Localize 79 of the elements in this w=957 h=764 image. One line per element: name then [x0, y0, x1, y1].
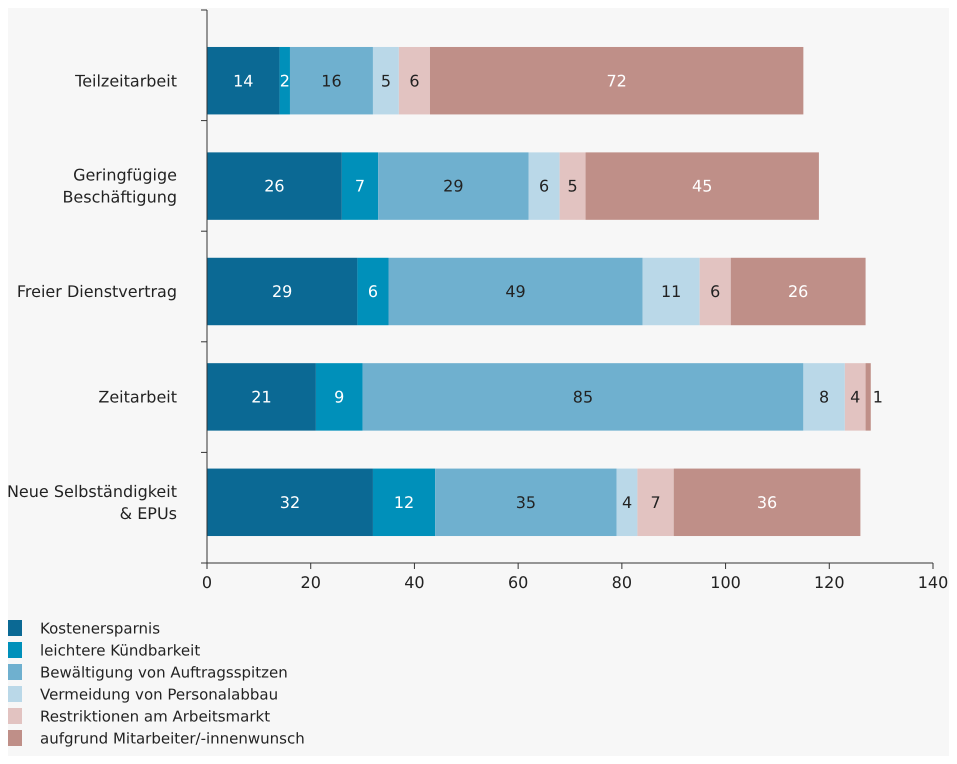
legend-label: Restriktionen am Arbeitsmarkt [40, 707, 270, 726]
data-label: 72 [606, 71, 627, 90]
bar [866, 363, 871, 431]
data-label: 35 [516, 492, 536, 512]
data-label: 29 [443, 176, 464, 196]
data-label: 45 [692, 176, 712, 196]
bar [674, 468, 860, 536]
data-label: 9 [334, 388, 344, 406]
data-label: 26 [788, 282, 808, 302]
legend-label: Vermeidung von Personalabbau [40, 685, 278, 704]
x-tick-label: 140 [918, 573, 948, 592]
bar [398, 46, 430, 114]
legend-label: leichtere Kündbarkeit [40, 641, 200, 660]
legend-label: Kostenersparnis [40, 619, 160, 638]
data-label: 6 [409, 71, 420, 90]
y-tick-label: Neue Selbständigkeit & EPUs [6, 482, 177, 523]
bar [357, 258, 388, 326]
y-tick-label: Teilzeitarbeit [74, 71, 177, 90]
data-label: 29 [272, 282, 292, 302]
data-label: 85 [572, 388, 594, 406]
bar [316, 363, 363, 431]
x-tick-label: 80 [612, 573, 632, 592]
bar [290, 46, 373, 114]
bar [700, 258, 731, 326]
bar [207, 468, 373, 536]
legend-label: Bewältigung von Auftragsspitzen [40, 663, 288, 682]
data-label: 7 [354, 176, 366, 196]
data-label: 8 [819, 388, 830, 406]
x-tick-label: 100 [710, 573, 741, 592]
data-label: 6 [538, 176, 550, 196]
bar [342, 152, 378, 220]
bar [435, 468, 617, 536]
data-label: 14 [233, 71, 254, 90]
bar [207, 363, 316, 431]
bar [372, 468, 436, 536]
bar [730, 258, 866, 326]
data-label: 6 [368, 282, 378, 302]
bar [586, 152, 819, 220]
x-tick-label: 60 [508, 573, 528, 592]
bar [430, 46, 804, 114]
y-tick-label: Zeitarbeit [98, 388, 177, 406]
data-label: 11 [660, 282, 682, 302]
x-tick-label: 20 [300, 573, 321, 592]
data-label: 4 [850, 388, 860, 406]
data-label: 5 [568, 176, 578, 196]
y-tick-label: Freier Dienstvertrag [16, 282, 177, 302]
bar [637, 468, 674, 536]
bar [560, 152, 586, 220]
data-label: 16 [321, 71, 342, 90]
x-tick-label: 0 [202, 573, 212, 592]
data-label: 32 [280, 492, 300, 512]
data-label: 4 [622, 492, 632, 512]
bar [372, 46, 399, 114]
y-tick-label: Geringfügige Beschäftigung [62, 166, 177, 207]
data-label: 5 [380, 71, 391, 90]
data-label: 6 [710, 282, 720, 302]
data-label: 49 [505, 282, 526, 302]
bar [616, 468, 638, 536]
x-tick-label: 40 [404, 573, 425, 592]
data-label: 21 [251, 388, 272, 406]
bar [528, 152, 560, 220]
bar [207, 258, 358, 326]
bar [362, 363, 804, 431]
bar [803, 363, 845, 431]
bar [207, 46, 280, 114]
data-label: 36 [756, 492, 778, 512]
bar [378, 152, 529, 220]
data-label: 12 [394, 492, 414, 512]
data-label: 2 [280, 71, 290, 90]
bar [280, 46, 290, 114]
bar [642, 258, 700, 326]
bar [844, 363, 866, 431]
legend-label: aufgrund Mitarbeiter/-innenwunsch [40, 729, 305, 748]
data-label: 1 [872, 388, 883, 406]
bar [207, 152, 342, 220]
x-tick-label: 120 [814, 573, 845, 592]
bar [388, 258, 643, 326]
data-label: 7 [650, 492, 661, 512]
data-label: 26 [264, 176, 285, 196]
